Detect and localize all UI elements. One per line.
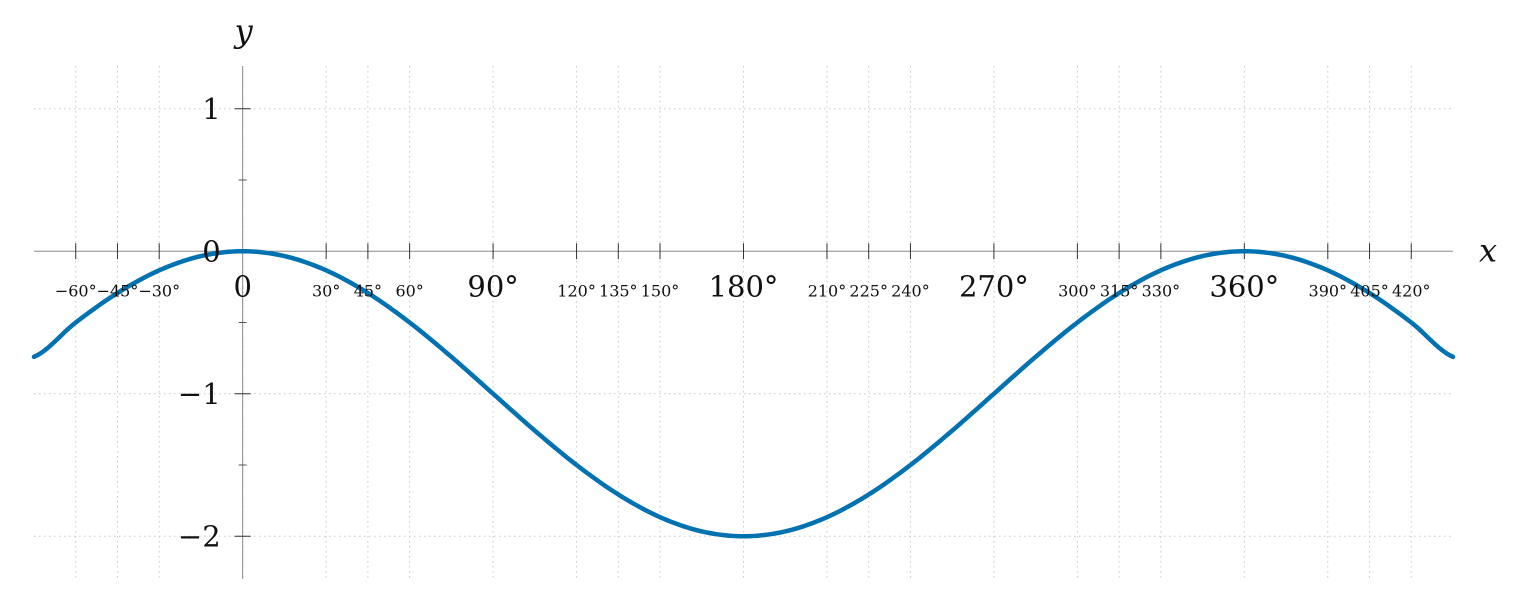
x-tick-label: 135°: [599, 281, 638, 300]
x-tick-label: 225°: [849, 281, 888, 300]
x-tick-label: 315°: [1100, 281, 1139, 300]
x-tick-label: 420°: [1392, 281, 1431, 300]
x-tick-label: 360°: [1209, 269, 1279, 303]
series-line: [31, 249, 1456, 539]
y-tick-label: 0: [202, 234, 220, 268]
x-tick-label: 330°: [1142, 281, 1181, 300]
y-axis-label: y: [233, 12, 254, 50]
x-tick-label: 240°: [891, 281, 930, 300]
x-tick-label: 0: [233, 269, 251, 303]
x-tick-label: 150°: [641, 281, 680, 300]
y-tick-label: 1: [202, 92, 220, 126]
plot-area: [31, 249, 1456, 539]
x-tick-label: 45°: [354, 281, 382, 300]
tick-labels: 0 90° 180° 270° 360° −60° −45° −30° 30° 45° 60° 120…: [55, 92, 1431, 554]
y-tick-label: −2: [178, 519, 221, 553]
x-tick-label: 405°: [1350, 281, 1389, 300]
x-tick-label: 210°: [808, 281, 847, 300]
x-axis-label: x: [1479, 231, 1497, 269]
x-tick-label: 30°: [312, 281, 340, 300]
x-tick-label: 90°: [467, 269, 518, 303]
grid: [34, 66, 1453, 579]
x-tick-label: −60°: [55, 281, 97, 300]
x-tick-label: 270°: [959, 269, 1029, 303]
x-tick-label: −30°: [138, 281, 180, 300]
x-tick-label: 300°: [1058, 281, 1097, 300]
y-tick-label: −1: [178, 377, 221, 411]
x-tick-label: −45°: [97, 281, 139, 300]
x-tick-label: 390°: [1309, 281, 1348, 300]
x-tick-label: 180°: [709, 269, 779, 303]
x-tick-label: 60°: [395, 281, 423, 300]
x-tick-label: 120°: [557, 281, 596, 300]
